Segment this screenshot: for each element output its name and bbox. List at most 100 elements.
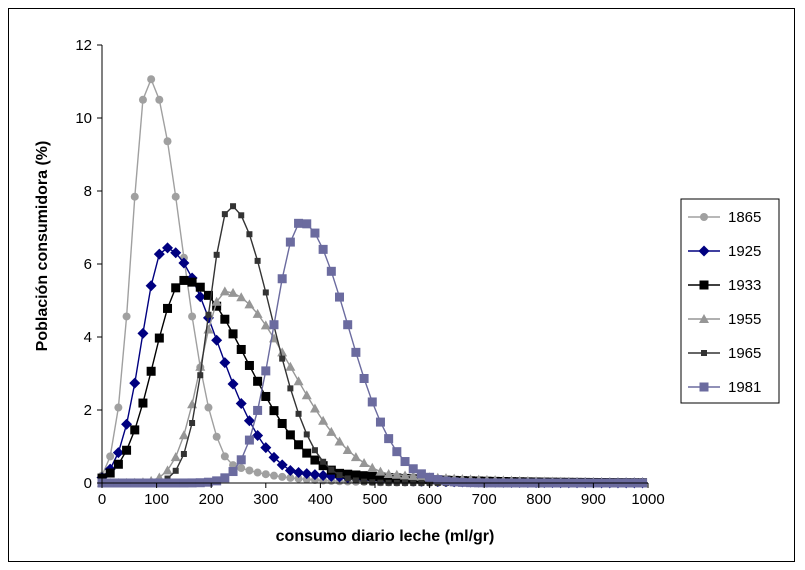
legend-label: 1865 bbox=[728, 209, 761, 226]
data-point bbox=[277, 418, 287, 428]
data-point bbox=[343, 469, 353, 479]
data-point bbox=[237, 464, 246, 473]
data-point bbox=[130, 192, 139, 201]
data-point bbox=[114, 403, 123, 412]
data-point bbox=[163, 137, 172, 146]
data-point bbox=[294, 218, 304, 228]
series-1955 bbox=[97, 286, 648, 487]
data-point bbox=[178, 430, 189, 440]
legend-item-1981: 1981 bbox=[688, 379, 761, 396]
data-point bbox=[317, 470, 329, 482]
data-point bbox=[367, 471, 377, 481]
data-point bbox=[195, 361, 206, 371]
data-point bbox=[260, 442, 272, 454]
data-point bbox=[235, 398, 247, 410]
legend-item-1965: 1965 bbox=[688, 345, 761, 362]
data-point bbox=[153, 248, 165, 260]
data-point bbox=[163, 303, 173, 313]
data-point bbox=[122, 445, 132, 455]
data-point bbox=[351, 347, 361, 357]
x-tick-label: 700 bbox=[472, 491, 497, 508]
data-point bbox=[147, 75, 156, 84]
data-point bbox=[138, 398, 148, 408]
data-point bbox=[220, 473, 230, 483]
data-point bbox=[293, 376, 304, 386]
data-point bbox=[285, 237, 295, 247]
data-point bbox=[189, 420, 196, 427]
data-point bbox=[293, 467, 305, 479]
data-point bbox=[278, 472, 287, 481]
legend-label: 1981 bbox=[728, 379, 761, 396]
data-point bbox=[285, 430, 295, 440]
data-point bbox=[408, 471, 419, 481]
y-tick-label: 8 bbox=[84, 183, 92, 200]
legend-label: 1955 bbox=[728, 311, 761, 328]
data-point bbox=[400, 470, 411, 480]
data-point bbox=[383, 469, 394, 479]
data-point bbox=[384, 434, 394, 444]
data-point bbox=[425, 472, 435, 482]
data-point bbox=[230, 203, 237, 210]
data-point bbox=[301, 390, 312, 400]
data-point bbox=[260, 320, 271, 330]
data-point bbox=[336, 472, 343, 479]
data-point bbox=[311, 447, 318, 454]
data-point bbox=[457, 477, 467, 487]
y-axis-title: Población consumidora (%) bbox=[34, 141, 51, 352]
y-tick-label: 4 bbox=[84, 329, 92, 346]
data-point bbox=[326, 426, 337, 436]
series-1925 bbox=[96, 242, 649, 489]
data-point bbox=[113, 459, 123, 469]
y-tick-label: 10 bbox=[75, 110, 92, 127]
x-tick-label: 200 bbox=[199, 491, 224, 508]
data-point bbox=[195, 282, 205, 292]
data-point bbox=[416, 469, 426, 479]
x-tick-label: 900 bbox=[581, 491, 606, 508]
data-point bbox=[194, 291, 206, 303]
data-point bbox=[213, 251, 220, 258]
data-point bbox=[449, 477, 459, 487]
data-point bbox=[375, 417, 385, 427]
data-point bbox=[188, 312, 197, 321]
data-point bbox=[326, 266, 336, 276]
data-point bbox=[162, 465, 173, 475]
data-point bbox=[391, 469, 402, 479]
data-point bbox=[162, 242, 174, 254]
chart-frame: 0 2 4 6 8 10 12 0 100 200 300 400 500 600 700 800 900 100… bbox=[8, 8, 795, 562]
data-point bbox=[219, 357, 231, 369]
data-point bbox=[287, 385, 294, 392]
legend-marker bbox=[700, 213, 708, 221]
data-point bbox=[137, 327, 149, 339]
x-tick-label: 800 bbox=[526, 491, 551, 508]
data-point bbox=[138, 95, 147, 104]
data-point bbox=[154, 333, 164, 343]
data-point bbox=[261, 470, 270, 479]
data-point bbox=[334, 436, 345, 446]
data-point bbox=[318, 461, 328, 471]
data-point bbox=[294, 474, 303, 483]
data-point bbox=[211, 296, 222, 306]
x-tick-label: 600 bbox=[417, 491, 442, 508]
legend-marker bbox=[701, 350, 707, 356]
data-point bbox=[205, 311, 212, 318]
data-point bbox=[359, 373, 369, 383]
data-point bbox=[170, 247, 182, 259]
data-point bbox=[320, 458, 327, 465]
data-point bbox=[254, 257, 261, 264]
data-point bbox=[392, 447, 402, 457]
plot-area bbox=[96, 75, 649, 489]
data-point bbox=[172, 467, 179, 474]
data-point bbox=[310, 228, 320, 238]
data-point bbox=[228, 467, 238, 477]
x-tick-label: 100 bbox=[144, 491, 169, 508]
data-point bbox=[221, 211, 228, 218]
data-point bbox=[252, 308, 263, 318]
data-point bbox=[350, 452, 361, 462]
data-point bbox=[359, 471, 369, 481]
data-point bbox=[261, 391, 271, 401]
data-point bbox=[146, 366, 156, 376]
data-point bbox=[170, 452, 181, 462]
data-point bbox=[244, 360, 254, 370]
data-point bbox=[276, 459, 288, 471]
data-point bbox=[220, 314, 230, 324]
